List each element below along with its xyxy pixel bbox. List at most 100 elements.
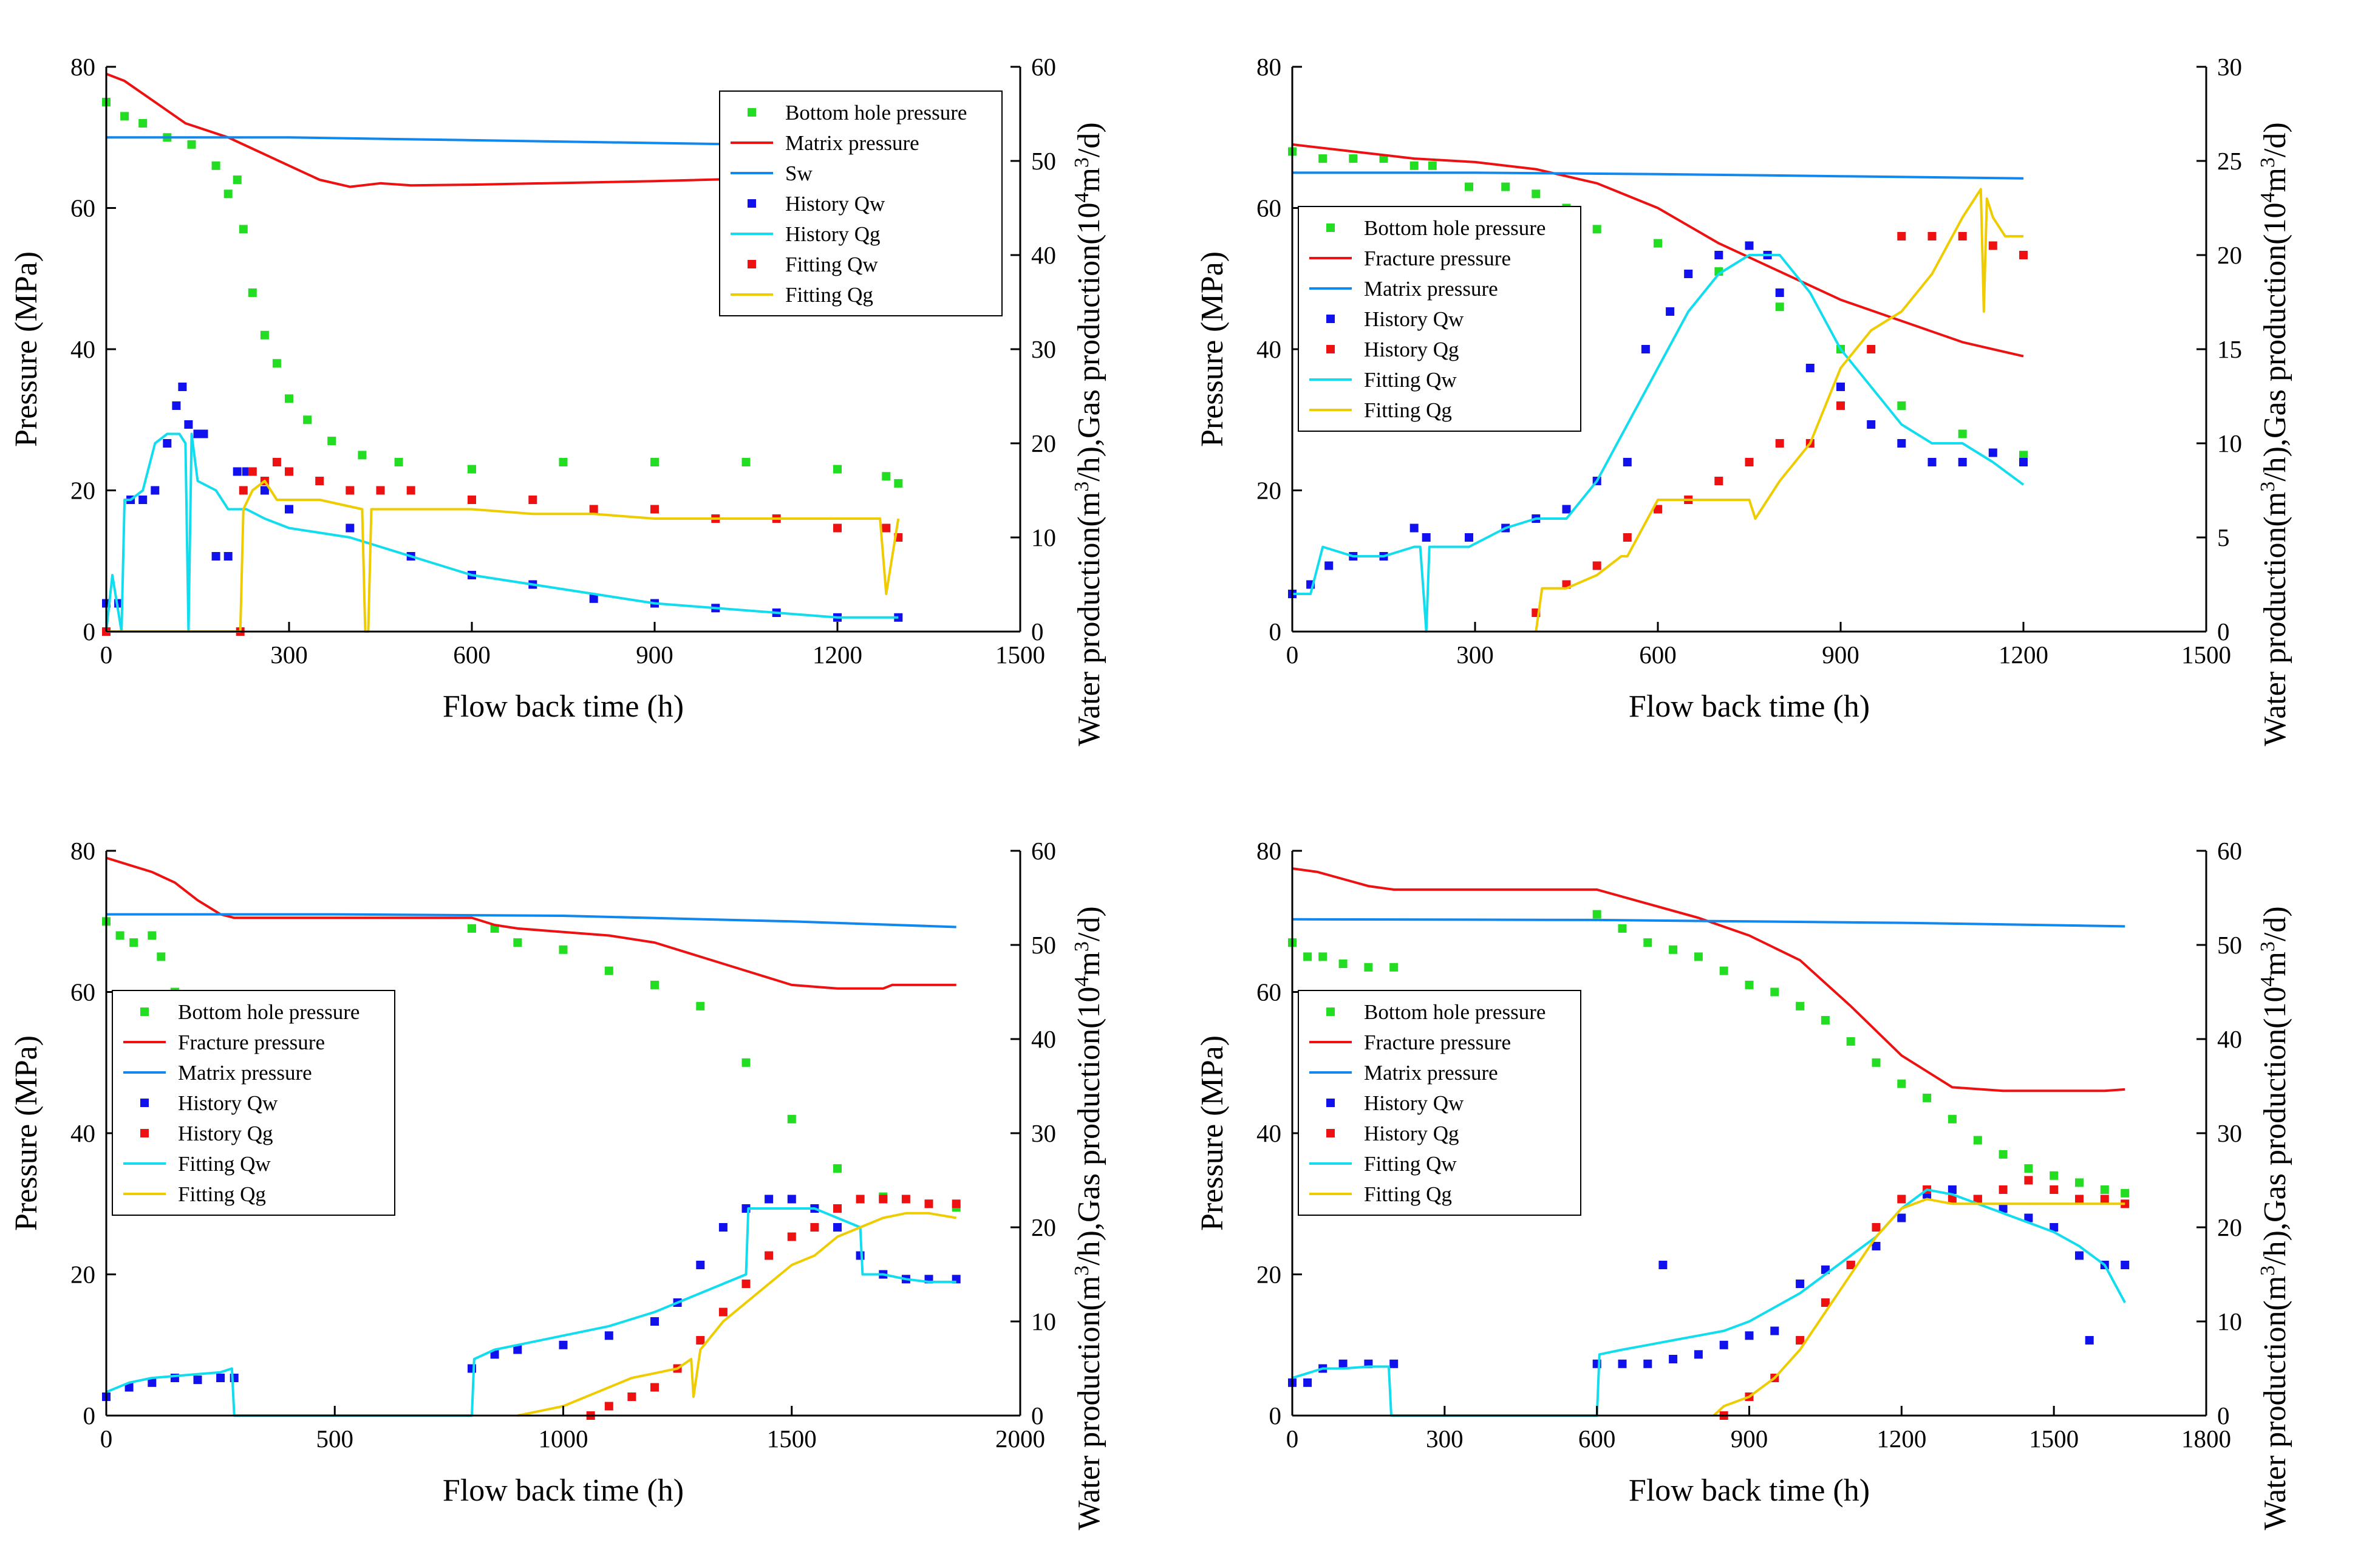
chart-panel-d-legend-label: Fitting Qw <box>1364 1152 1457 1176</box>
chart-panel-c-legend-label: Fracture pressure <box>178 1031 325 1054</box>
chart-panel-d-series-bottom-hole-pressure-point <box>1897 1079 1906 1088</box>
chart-panel-d-legend-label: History Qw <box>1364 1091 1464 1115</box>
chart-panel-d-y-right-tick-label: 0 <box>2217 1402 2230 1430</box>
chart-panel-c-series-history-qw-point <box>696 1261 705 1269</box>
chart-panel-b-series-history-qw-point <box>2019 458 2028 466</box>
chart-panel-d-legend-label: Matrix pressure <box>1364 1061 1498 1085</box>
chart-panel-d-series-history-qw-point <box>2024 1213 2033 1222</box>
chart-panel-c-series-history-qg-point <box>604 1402 613 1411</box>
chart-panel-c-series-bottom-hole-pressure-point <box>604 966 613 975</box>
chart-panel-b-series-bottom-hole-pressure-point <box>1318 154 1327 163</box>
chart-panel-a-series-history-qw-point <box>172 401 181 410</box>
chart-panel-c-series-history-qg-point <box>856 1195 865 1204</box>
chart-panel-a-x-tick-label: 300 <box>270 641 308 669</box>
chart-panel-c-series-history-qg-point <box>787 1232 796 1241</box>
chart-panel-a-x-tick-label: 0 <box>100 641 113 669</box>
chart-panel-c-series-history-qg-point <box>901 1195 910 1204</box>
chart-panel-d-legend: Bottom hole pressure Fracture pressure Mat… <box>1298 990 1581 1216</box>
chart-panel-a-series-history-qw-point <box>151 486 160 495</box>
chart-panel-d-series-fitting-qw-line <box>1292 1188 2126 1417</box>
chart-panel-c-series-history-qw-point <box>856 1251 865 1260</box>
chart-panel-a-series-bottom-hole-pressure-point <box>223 189 233 199</box>
chart-panel-d-series-group <box>1288 867 2130 1420</box>
chart-panel-a-y-left-tick-label: 0 <box>83 618 96 646</box>
chart-panel-a-y-right-tick-label: 60 <box>1031 53 1056 81</box>
chart-panel-b-series-bottom-hole-pressure-point <box>1958 429 1967 438</box>
chart-panel-b-y-left-title: Pressure (MPa) <box>1195 251 1230 447</box>
chart-panel-b-legend-label: Fitting Qg <box>1364 398 1452 422</box>
chart-panel-a-series-matrix-pressure-line <box>106 72 899 188</box>
chart-panel-b-legend-label: History Qg <box>1364 338 1459 361</box>
chart-panel-c-series-history-qw-point <box>193 1375 202 1385</box>
chart-panel-d-series-bottom-hole-pressure-point <box>1592 910 1601 919</box>
chart-panel-a-series-fitting-qw-point <box>882 523 891 533</box>
chart-panel-a-series-history-qw-point <box>184 420 193 429</box>
chart-panel-a-y-right-tick-label: 10 <box>1031 523 1056 551</box>
chart-panel-c-legend-label: History Qg <box>178 1122 273 1145</box>
chart-panel-c-y-right-tick-label: 50 <box>1031 931 1056 959</box>
chart-panel-d-y-left-tick-label: 80 <box>1256 837 1281 865</box>
chart-panel-a-legend-swatch <box>748 108 756 117</box>
chart-panel-d-series-bottom-hole-pressure-point <box>1669 945 1678 954</box>
chart-panel-c-series-history-qg-point <box>952 1199 961 1208</box>
chart-panel-d-legend-label: Fracture pressure <box>1364 1031 1511 1054</box>
chart-panel-a-series-bottom-hole-pressure-point <box>303 415 312 424</box>
chart-panel-d-legend-box <box>1298 990 1581 1216</box>
chart-panel-c-series-bottom-hole-pressure-point <box>148 931 157 940</box>
chart-panel-d-series-history-qg-point <box>2075 1195 2084 1204</box>
chart-panel-d-series-bottom-hole-pressure-point <box>1389 963 1399 972</box>
chart-panel-d-y-left-tick-label: 60 <box>1256 978 1281 1006</box>
chart-panel-d-series-history-qg-point <box>1872 1223 1881 1232</box>
chart-panel-a-series-bottom-hole-pressure-point <box>894 479 903 488</box>
chart-panel-a-series-history-qw-point <box>199 429 208 438</box>
chart-panel-b-series-bottom-hole-pressure-point <box>1592 225 1601 234</box>
chart-panel-a-series-bottom-hole-pressure-point <box>327 437 336 446</box>
chart-panel-b-y-right-tick-label: 25 <box>2217 147 2242 175</box>
chart-panel-c-series-bottom-hole-pressure-point <box>741 1058 751 1067</box>
chart-panel-c-series-bottom-hole-pressure-point <box>157 952 166 961</box>
chart-panel-d-series-bottom-hole-pressure-point <box>1719 966 1728 975</box>
chart-panel-c-series-history-qg-point <box>627 1392 636 1401</box>
chart-panel-d-series-history-qg-point <box>2050 1185 2059 1194</box>
chart-panel-d-series-history-qw-point <box>1719 1340 1728 1349</box>
chart-panel-a-series-fitting-qg-line <box>106 480 900 633</box>
chart-panel-c-legend-label: Fitting Qw <box>178 1152 271 1176</box>
chart-panel-a-series-bottom-hole-pressure-point <box>187 140 196 149</box>
chart-panel-a-y-right-tick-label: 30 <box>1031 335 1056 363</box>
chart-panel-c-series-bottom-hole-pressure-point <box>559 945 568 954</box>
chart-panel-d-x-tick-label: 300 <box>1426 1425 1464 1453</box>
chart-panel-c-legend-label: History Qw <box>178 1091 278 1115</box>
chart-panel-c-series-bottom-hole-pressure-point <box>787 1114 796 1123</box>
chart-panel-b-series-history-qw-point <box>1562 505 1571 514</box>
chart-panel-b-series-history-qg-point <box>1958 232 1967 240</box>
chart-panel-c-y-left-tick-label: 60 <box>70 978 95 1006</box>
chart-panel-a-legend-swatch <box>748 260 756 268</box>
chart-panel-b-y-left-tick-label: 0 <box>1269 618 1282 646</box>
chart-panel-a-y-left-tick-label: 80 <box>70 53 95 81</box>
chart-panel-d-legend-swatch <box>1326 1099 1335 1107</box>
chart-panel-b-series-fracture-pressure-line <box>1292 143 2024 358</box>
chart-panel-a-series-bottom-hole-pressure-point <box>120 112 129 121</box>
chart-panel-a-x-axis-title: Flow back time (h) <box>443 689 684 724</box>
chart-panel-d-x-tick-label: 1200 <box>1876 1425 1926 1453</box>
chart-panel-b-series-history-qw-point <box>1775 288 1784 297</box>
chart-panel-a-y-right-title: Water production(m3/h),Gas production(10… <box>1071 122 1107 746</box>
chart-panel-b-series-group <box>1288 143 2028 633</box>
chart-a-svg: 0 300 600 900 1200 15000204060800102030405060… <box>9 53 1107 746</box>
chart-panel-a-y-right-tick-label: 40 <box>1031 241 1056 269</box>
chart-panel-d-y-right-tick-label: 30 <box>2217 1119 2242 1147</box>
chart-panel-d-series-history-qw-point <box>2075 1251 2084 1260</box>
chart-panel-c-y-right-tick-label: 20 <box>1031 1213 1056 1241</box>
chart-panel-a-series-bottom-hole-pressure-point <box>211 161 220 170</box>
chart-panel-b-series-history-qg-point <box>1988 241 1997 250</box>
chart-panel-a-x-tick-label: 900 <box>636 641 673 669</box>
chart-panel-d-series-bottom-hole-pressure-point <box>1821 1016 1830 1024</box>
chart-panel-a-series-fitting-qw-point <box>239 486 248 495</box>
chart-panel-c-series-bottom-hole-pressure-point <box>513 938 522 947</box>
chart-panel-c-legend-swatch <box>140 1129 149 1137</box>
chart-panel-d-series-bottom-hole-pressure-point <box>1364 963 1373 972</box>
chart-panel-d-series-bottom-hole-pressure-point <box>1872 1058 1881 1067</box>
chart-panel-b-series-bottom-hole-pressure-point <box>1428 161 1437 170</box>
chart-panel-b-series-bottom-hole-pressure-point <box>1349 154 1358 163</box>
chart-panel-b-x-tick-label: 900 <box>1822 641 1859 669</box>
